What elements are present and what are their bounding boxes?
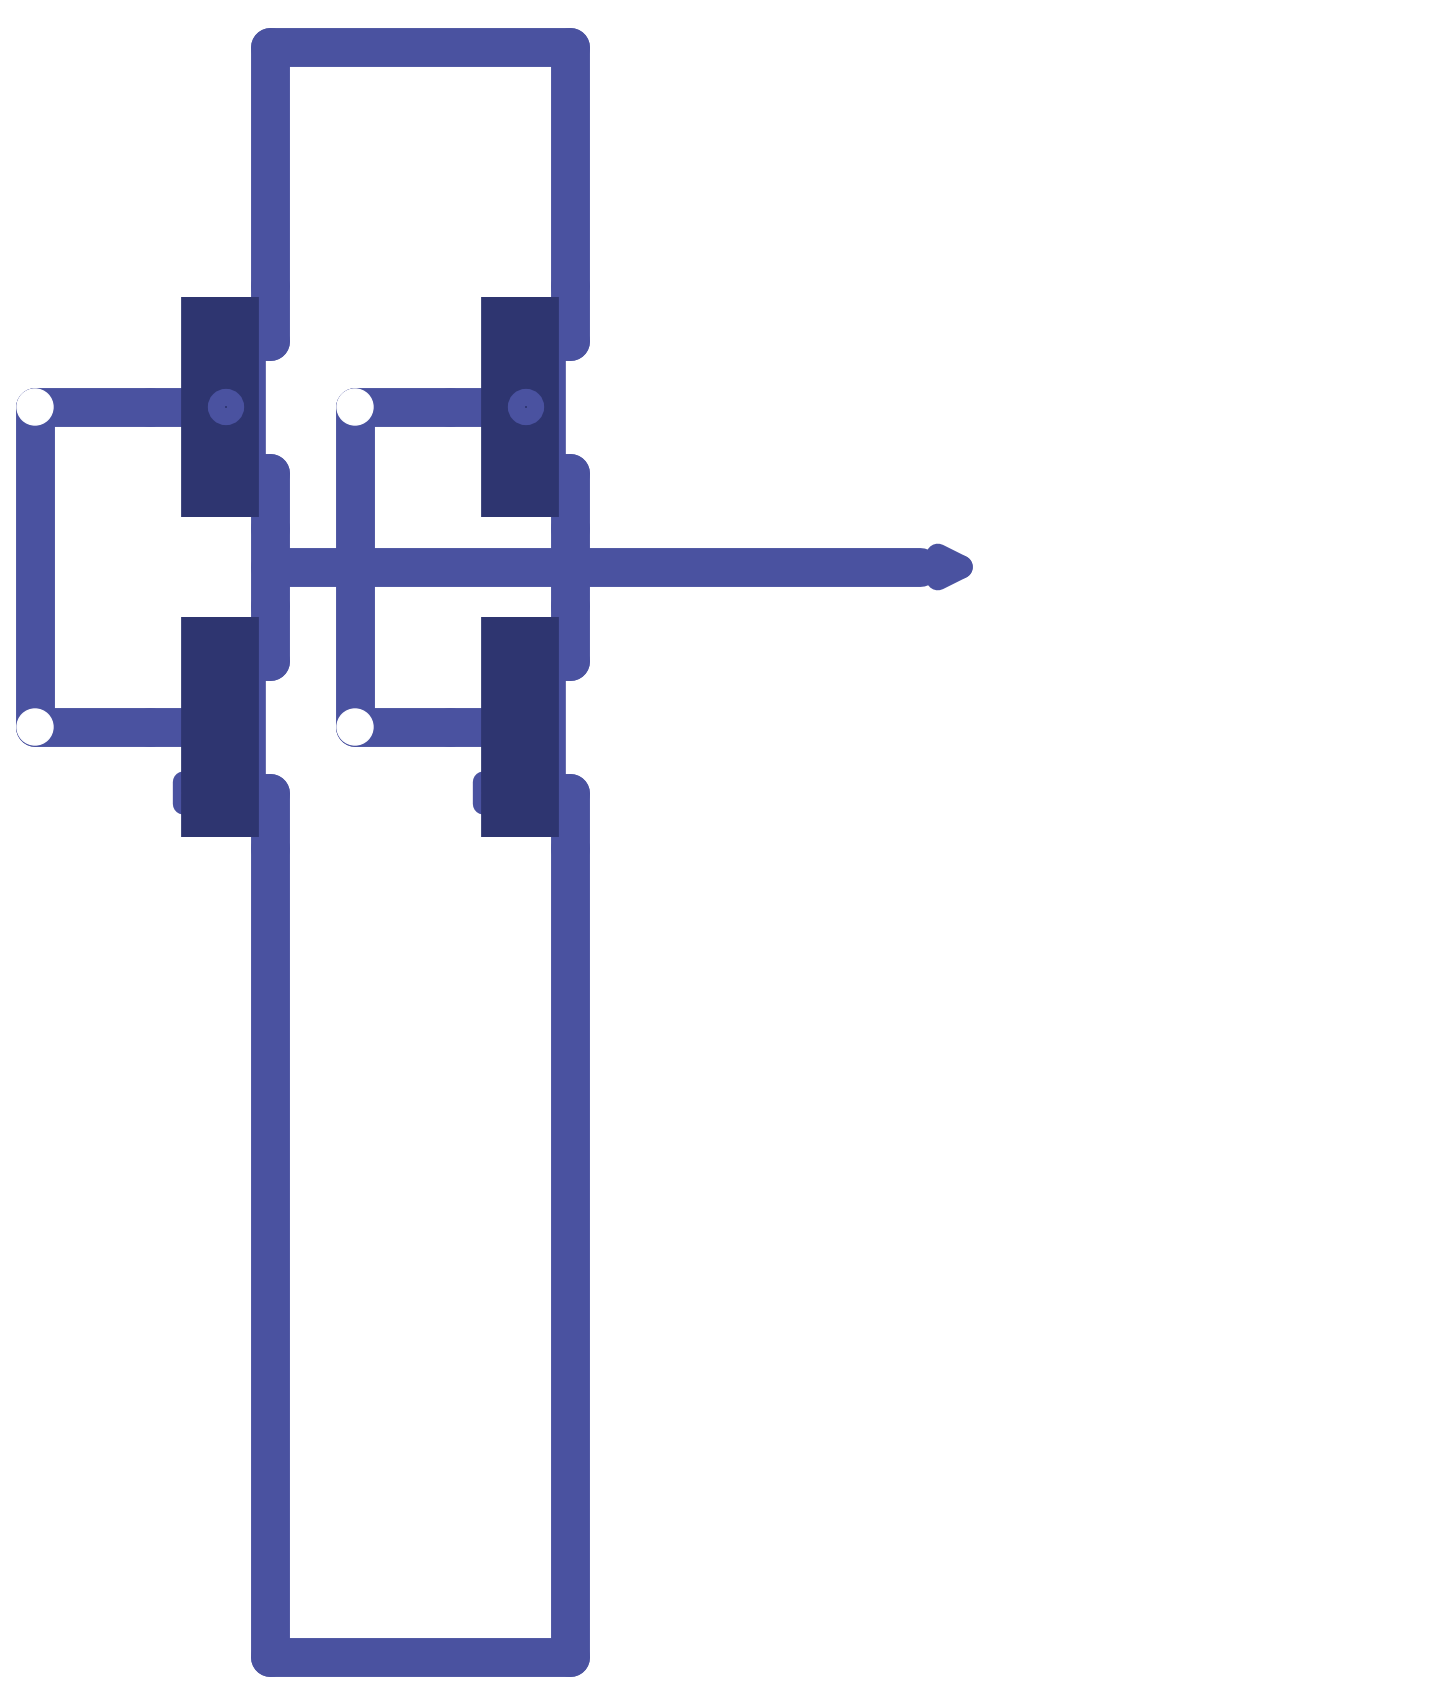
Circle shape	[336, 710, 373, 746]
Circle shape	[17, 710, 52, 746]
Circle shape	[17, 389, 52, 425]
Circle shape	[336, 389, 373, 425]
